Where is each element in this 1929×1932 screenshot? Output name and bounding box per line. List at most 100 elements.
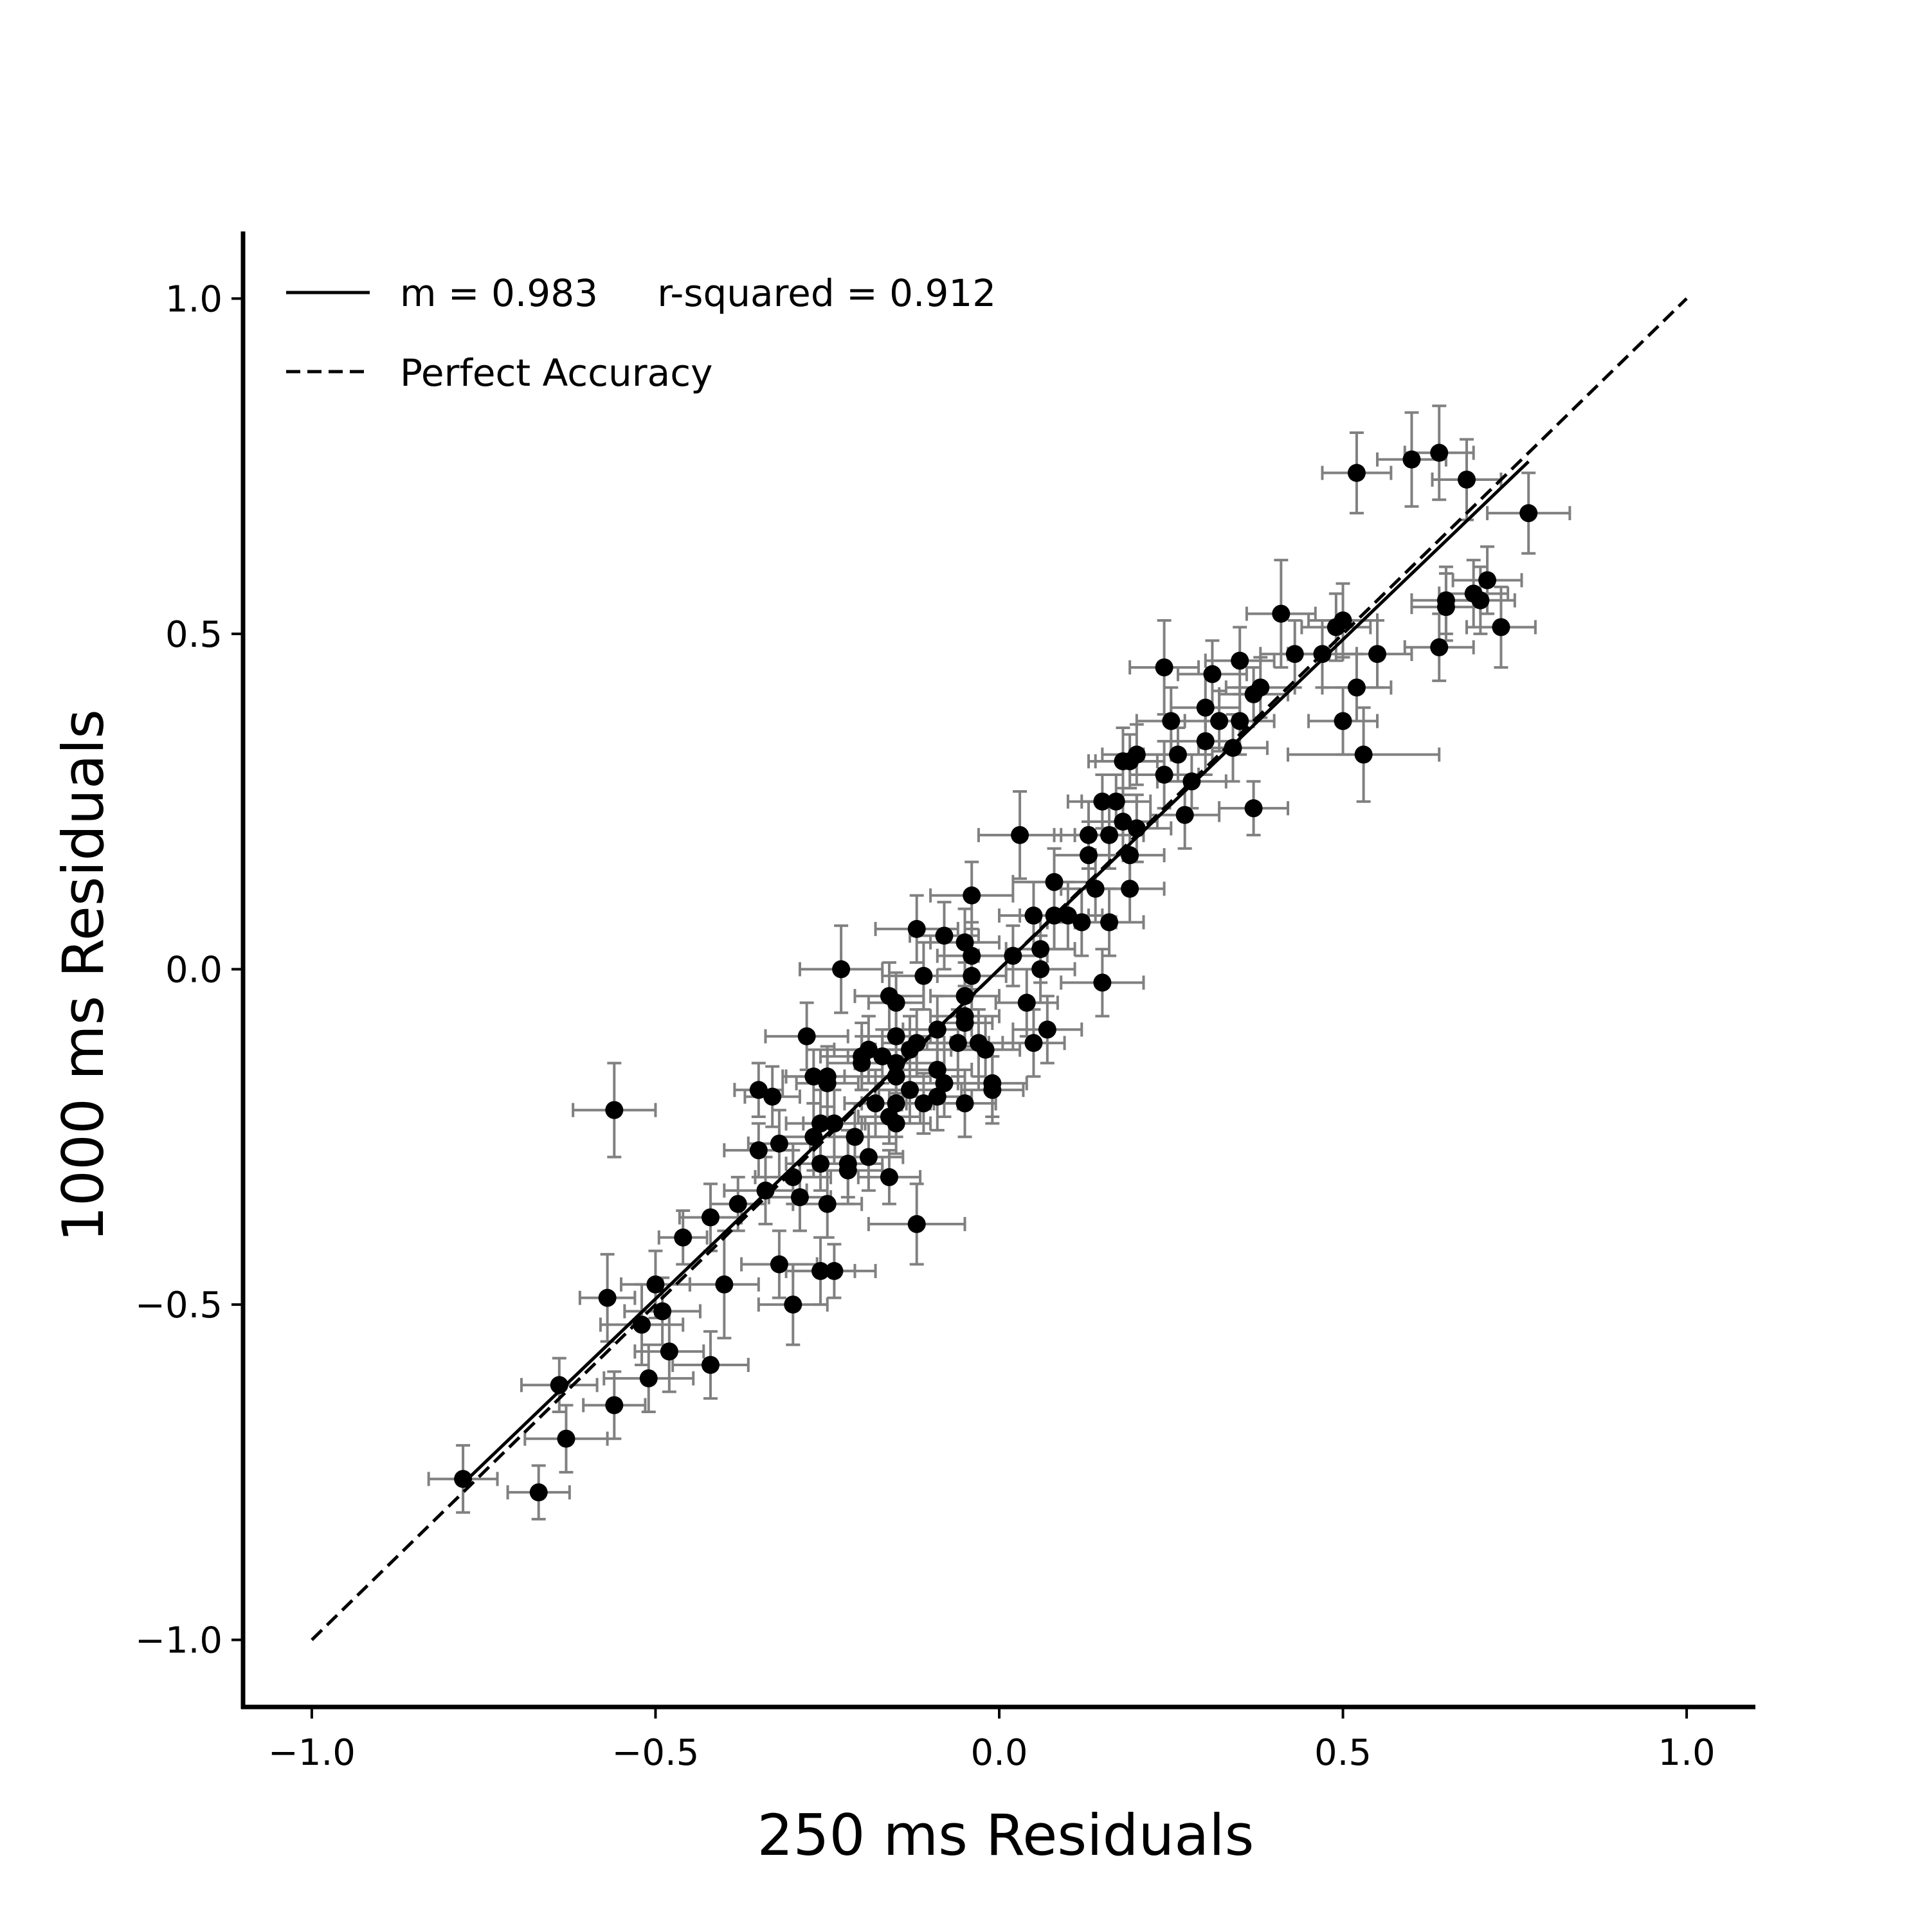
data-point [983,1081,1002,1099]
data-point [914,966,933,985]
legend: m = 0.983 r-squared = 0.912 Perfect Accu… [286,271,996,395]
data-point [859,1148,878,1166]
data-point [674,1228,693,1247]
points-group [454,444,1538,1502]
data-point [763,1087,782,1106]
data-point [1038,1020,1056,1039]
data-point [955,1013,974,1032]
data-point [928,1060,946,1079]
data-point [454,1470,473,1488]
data-point [1402,450,1421,469]
data-point [715,1275,734,1294]
ticks-group: −1.0 −0.5 0.0 0.5 1.0 −1.0 −0.5 0.0 0.5 1.0 [135,278,1716,1774]
data-point [784,1168,802,1186]
x-tick-label: −0.5 [611,1732,699,1774]
data-point [790,1188,809,1207]
data-point [1031,940,1050,959]
data-point [1073,913,1091,932]
data-point [1224,739,1242,757]
data-point [550,1376,568,1395]
data-point [1127,745,1146,764]
data-point [818,1074,837,1092]
data-point [770,1134,788,1153]
data-point [1100,826,1119,844]
data-point [811,1114,830,1133]
data-point [1079,846,1098,865]
data-point [797,1027,816,1045]
data-point [887,993,905,1012]
data-point [1251,678,1270,697]
data-point [598,1288,617,1307]
x-axis-title: 250 ms Residuals [757,1802,1254,1868]
data-point [1272,604,1291,623]
data-point [838,1161,857,1180]
x-tick-label: −1.0 [268,1732,356,1774]
data-point [529,1483,548,1502]
data-point [1334,712,1352,730]
data-point [955,987,974,1006]
data-point [1093,792,1112,811]
data-point [701,1208,720,1227]
data-point [1121,880,1139,898]
data-point [729,1195,747,1213]
data-point [976,1040,995,1059]
data-point [887,1054,905,1072]
data-point [1347,464,1366,482]
data-point [948,1034,967,1052]
data-point [605,1101,624,1119]
data-point [1457,470,1476,489]
data-point [1045,907,1064,925]
data-point [907,1214,926,1233]
data-point [804,1128,823,1146]
data-point [749,1081,768,1099]
data-point [770,1255,788,1274]
y-tick-label: 0.0 [165,950,222,991]
data-point [1024,1034,1043,1052]
data-point [1231,651,1249,670]
data-point [804,1067,823,1086]
data-point [1127,819,1146,838]
data-point [1347,678,1366,697]
data-point [1354,745,1373,764]
data-point [1079,826,1098,844]
y-tick-label: 0.5 [165,614,222,656]
data-point [1024,907,1043,925]
data-point [811,1155,830,1173]
data-point [749,1141,768,1160]
data-point [1058,907,1077,925]
data-point [605,1396,624,1414]
data-point [1436,591,1455,609]
data-point [963,886,981,905]
data-point [633,1315,651,1334]
x-tick-label: 1.0 [1658,1732,1716,1774]
data-point [639,1369,658,1387]
data-point [901,1081,919,1099]
data-point [811,1261,830,1280]
data-point [907,919,926,938]
data-point [1011,826,1029,844]
data-point [1182,772,1201,791]
data-point [646,1275,665,1294]
data-point [1155,658,1173,677]
data-point [887,1067,905,1086]
legend-fit-label: m = 0.983 r-squared = 0.912 [400,271,996,315]
data-point [887,1094,905,1113]
data-point [1093,973,1112,992]
data-point [825,1261,844,1280]
data-point [963,966,981,985]
data-point [825,1114,844,1133]
data-point [653,1302,672,1321]
data-point [887,1027,905,1045]
data-point [1196,698,1215,717]
fit-line [462,460,1530,1485]
data-point [1519,504,1538,523]
data-point [955,933,974,952]
y-tick-label: 1.0 [165,278,222,320]
data-point [963,946,981,965]
data-point [887,1114,905,1133]
data-point [1368,645,1386,664]
data-point [1086,880,1105,898]
data-point [1004,946,1022,965]
data-point [935,926,954,945]
